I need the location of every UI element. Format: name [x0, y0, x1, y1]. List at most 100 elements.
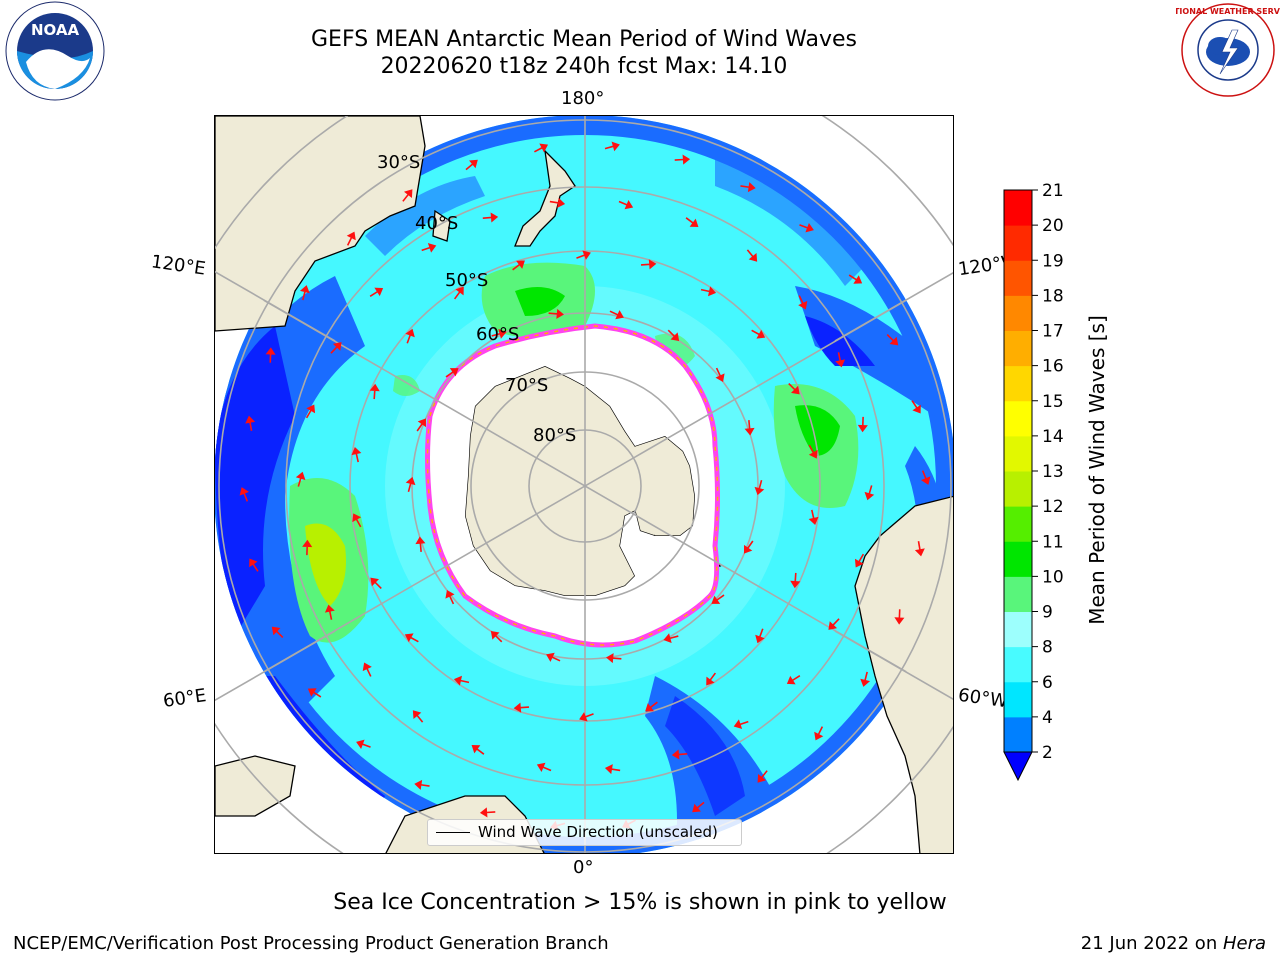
wind-wave-arrow [788, 383, 800, 395]
wind-wave-arrow [798, 295, 808, 310]
colorbar-tick-label: 17 [1042, 322, 1064, 342]
wind-wave-arrow [369, 383, 380, 400]
colorbar-swatch [1004, 681, 1032, 718]
wind-wave-arrow [324, 604, 335, 620]
wind-wave-arrow [239, 487, 249, 502]
lat-label-80s: 80°S [533, 425, 577, 446]
colorbar-swatch [1004, 506, 1032, 542]
wind-wave-arrow [445, 368, 459, 378]
wind-wave-arrow [405, 328, 415, 344]
footer-credit: NCEP/EMC/Verification Post Processing Pr… [13, 933, 609, 954]
wind-wave-arrow [576, 250, 591, 260]
footer-date-text: 21 Jun 2022 on [1080, 933, 1223, 954]
wind-wave-arrow [645, 701, 658, 712]
wind-wave-arrow [864, 485, 875, 501]
wind-wave-arrow [351, 447, 362, 463]
wind-wave-arrow [369, 287, 384, 297]
polar-map [215, 116, 953, 853]
colorbar-swatches [1003, 189, 1033, 782]
wind-wave-arrow [751, 329, 766, 339]
wind-wave-arrow [414, 779, 430, 790]
colorbar-swatch [1004, 190, 1032, 226]
wind-wave-arrow [482, 212, 499, 223]
wind-wave-arrow [757, 770, 768, 783]
wind-wave-arrow [271, 626, 284, 638]
wind-wave-arrow [412, 710, 424, 723]
wind-wave-arrow [828, 618, 840, 630]
colorbar-tick-label: 19 [1042, 251, 1064, 271]
wind-wave-arrow [799, 222, 814, 233]
wind-wave-arrow [711, 594, 725, 604]
wind-wave-arrow [667, 329, 680, 342]
colorbar-tick-label: 18 [1042, 286, 1064, 306]
wind-wave-arrow [356, 739, 371, 750]
wind-wave-arrow [700, 286, 717, 297]
wind-wave-arrow [536, 762, 552, 772]
wind-wave-arrow [421, 243, 437, 253]
wind-wave-arrow [453, 675, 470, 686]
lat-label-60s: 60°S [476, 324, 520, 345]
wind-wave-arrow [744, 420, 755, 436]
wind-wave-arrow [609, 310, 624, 320]
sea-ice [425, 323, 720, 648]
wind-wave-arrow [604, 141, 620, 152]
lat-label-70s: 70°S [505, 375, 549, 396]
wind-wave-arrow [754, 479, 765, 496]
colorbar-tick-label: 13 [1042, 462, 1064, 482]
nws-logo-text: NATIONAL WEATHER SERVICE [1176, 7, 1280, 16]
wind-wave-arrow [299, 285, 310, 301]
wind-wave-arrow [786, 675, 801, 685]
wind-wave-arrow [416, 418, 426, 432]
wind-wave-arrow [302, 539, 313, 556]
colorbar-tick-label: 15 [1042, 392, 1064, 412]
wind-wave-arrow [307, 688, 322, 698]
wind-wave-arrow [548, 308, 564, 319]
wind-wave-arrow [346, 231, 356, 246]
map-panel: 30°S 40°S 50°S 60°S 70°S 80°S [214, 115, 954, 854]
colorbar-tick-label: 14 [1042, 427, 1064, 447]
colorbar-swatch [1004, 400, 1032, 437]
footer-host: Hera [1222, 933, 1266, 954]
wind-wave-arrow [848, 274, 863, 284]
wind-wave-arrow [640, 259, 657, 270]
colorbar-swatch [1004, 541, 1032, 577]
colorbar-tick-label: 21 [1042, 181, 1064, 201]
colorbar-swatch [1004, 435, 1032, 472]
colorbar-label: Mean Period of Wind Waves [s] [1085, 315, 1109, 625]
wind-wave-arrow [808, 444, 818, 459]
wind-wave-arrow [445, 589, 455, 605]
wind-wave-arrow [453, 286, 464, 300]
legend-line-sample [436, 832, 470, 833]
wind-wave-arrow [692, 801, 705, 813]
lat-label-40s: 40°S [415, 213, 459, 234]
colorbar-ticks: 2 4 6 8 9 10 11 12 13 14 15 16 17 18 19 20 21 [1032, 181, 1064, 763]
lon-label-0: 0° [573, 857, 594, 878]
wind-wave-arrow [886, 334, 899, 346]
wind-wave-arrow [604, 764, 621, 775]
wind-wave-arrow [534, 143, 549, 153]
wind-wave-arrow [706, 672, 717, 686]
wind-wave-arrow [549, 197, 566, 208]
wind-wave-arrow [471, 744, 485, 755]
wind-wave-arrow [733, 719, 749, 729]
wind-wave-arrow [546, 652, 561, 662]
wind-wave-arrow [265, 347, 276, 363]
wind-wave-arrow [740, 182, 756, 193]
colorbar-tick-label: 2 [1042, 743, 1053, 763]
wind-wave-arrow [249, 558, 259, 572]
wind-wave-arrow [305, 404, 316, 419]
colorbar-swatch [1004, 225, 1032, 261]
wind-wave-arrow [465, 159, 478, 171]
colorbar-swatch [1004, 576, 1032, 612]
wind-wave-arrow [814, 726, 824, 741]
colorbar-tick-label: 4 [1042, 708, 1053, 728]
wind-wave-arrow [490, 630, 503, 643]
colorbar-swatch [1004, 646, 1032, 683]
nws-logo: NATIONAL WEATHER SERVICE [1176, 3, 1280, 97]
wind-wave-arrow [808, 509, 819, 525]
wind-wave-arrow [674, 154, 691, 165]
lon-label-120e: 120°E [149, 251, 207, 280]
lat-label-50s: 50°S [445, 270, 489, 291]
wind-wave-arrow [579, 712, 594, 722]
wind-wave-arrow [755, 628, 765, 644]
